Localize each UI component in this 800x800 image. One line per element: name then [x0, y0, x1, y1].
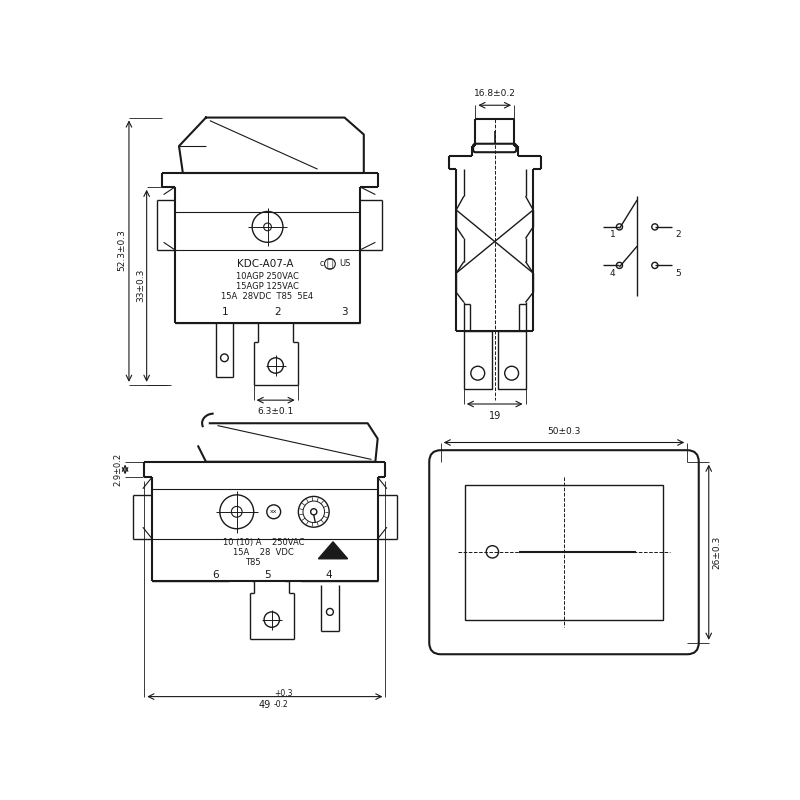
- Text: 16.8±0.2: 16.8±0.2: [474, 89, 516, 98]
- Text: KDC-A07-A: KDC-A07-A: [237, 259, 294, 269]
- Text: 10 (10) A    250VAC: 10 (10) A 250VAC: [223, 538, 305, 547]
- Text: 2.9±0.2: 2.9±0.2: [114, 453, 122, 486]
- Text: +0.3: +0.3: [274, 689, 293, 698]
- Text: 52.3±0.3: 52.3±0.3: [118, 229, 126, 271]
- Text: 2: 2: [676, 230, 682, 239]
- Text: 19: 19: [489, 411, 501, 421]
- Text: 4: 4: [610, 269, 615, 278]
- Polygon shape: [318, 542, 348, 558]
- Text: c: c: [319, 259, 323, 268]
- Text: T85: T85: [245, 558, 261, 567]
- Text: 49: 49: [258, 700, 271, 710]
- Text: xx: xx: [270, 510, 278, 514]
- Bar: [498, 331, 526, 389]
- Text: -0.2: -0.2: [274, 700, 289, 709]
- Text: 6: 6: [213, 570, 219, 580]
- Text: 1: 1: [222, 306, 229, 317]
- Text: 2: 2: [274, 306, 281, 317]
- Text: 15AGP 125VAC: 15AGP 125VAC: [236, 282, 299, 291]
- Text: 4: 4: [326, 570, 333, 580]
- Text: 5: 5: [264, 570, 271, 580]
- Text: 1: 1: [610, 230, 615, 239]
- Text: 50±0.3: 50±0.3: [547, 426, 581, 435]
- Bar: [464, 331, 492, 389]
- Text: 3: 3: [342, 306, 348, 317]
- Text: Ⓡ: Ⓡ: [326, 259, 334, 269]
- Bar: [466, 485, 662, 619]
- Text: 15A  28VDC  T85  5E4: 15A 28VDC T85 5E4: [222, 293, 314, 302]
- Text: 6.3±0.1: 6.3±0.1: [258, 407, 294, 416]
- Text: 5: 5: [676, 269, 682, 278]
- Text: US: US: [339, 259, 350, 268]
- Text: 26±0.3: 26±0.3: [713, 536, 722, 569]
- Text: 33±0.3: 33±0.3: [136, 269, 145, 302]
- Text: 15A    28  VDC: 15A 28 VDC: [234, 548, 294, 557]
- Text: 10AGP 250VAC: 10AGP 250VAC: [236, 273, 299, 282]
